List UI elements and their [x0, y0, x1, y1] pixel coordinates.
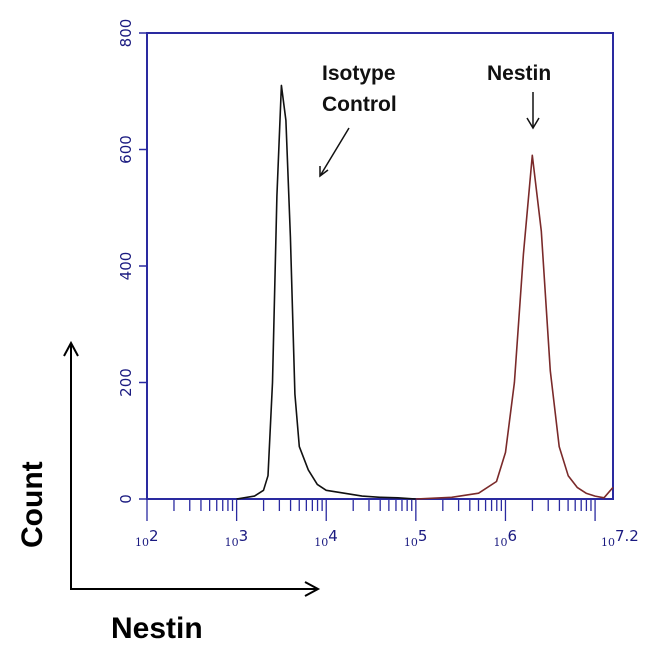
series-line-nestin [415, 154, 614, 500]
y-tick-label: 600 [117, 135, 135, 164]
series-layer [236, 84, 614, 500]
x-tick-label: 105 [404, 527, 428, 549]
x-tick-label: 104 [314, 527, 338, 549]
x-axis-title: Nestin [111, 612, 203, 645]
x-tick-label: 107.2 [601, 527, 639, 549]
x-tick-label: 103 [225, 527, 249, 549]
y-tick-label: 0 [117, 494, 135, 504]
y-axis-ticks: 0 200 400 600 800 [117, 19, 147, 504]
x-indicator-arrowhead [304, 581, 321, 597]
y-tick-label: 400 [117, 252, 135, 281]
annotation-nestin: Nestin [487, 62, 551, 85]
y-axis-title: Count [16, 461, 49, 548]
x-axis-ticks: 102 103 104 105 106 107.2 [135, 499, 639, 549]
annotation-isotype-arrow [319, 127, 350, 177]
y-indicator-arrowhead [63, 340, 79, 357]
y-tick-label: 200 [117, 368, 135, 397]
x-tick-label: 102 [135, 527, 159, 549]
axis-indicator-arrows [63, 340, 321, 597]
x-tick-label: 106 [493, 527, 517, 549]
annotation-isotype-line-2: Control [322, 93, 397, 116]
series-line-isotype-control [236, 84, 416, 500]
annotation-nestin-arrowhead [526, 117, 540, 130]
annotation-layer: Isotype Control Nestin [319, 62, 551, 178]
annotation-isotype-line-1: Isotype [322, 62, 396, 85]
y-tick-label: 800 [117, 19, 135, 48]
annotation-isotype-arrowhead [319, 166, 329, 178]
